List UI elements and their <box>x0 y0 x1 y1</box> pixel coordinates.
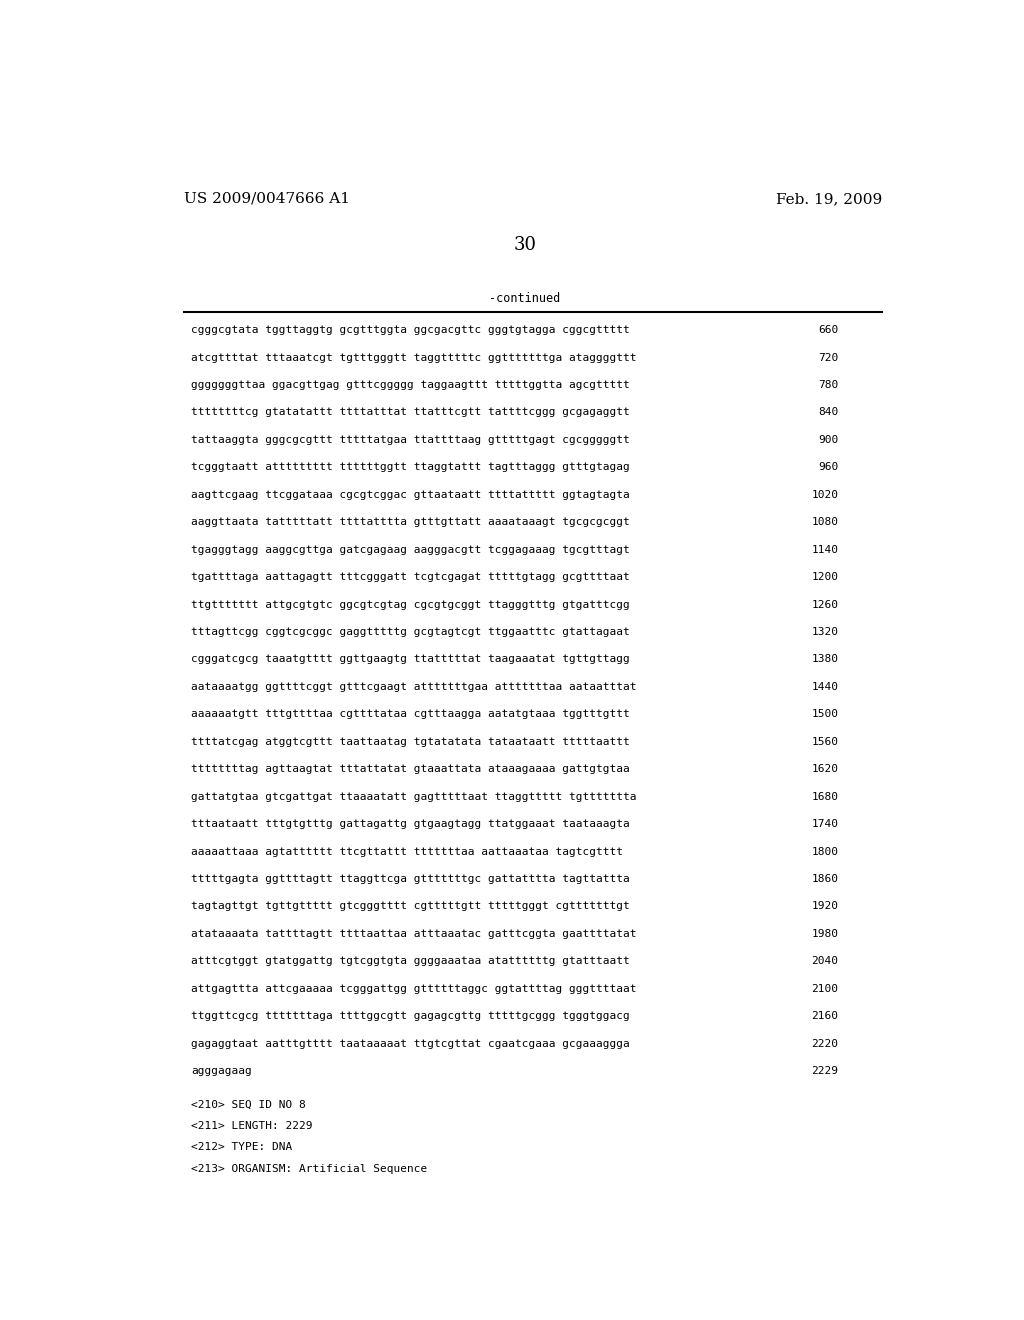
Text: tagtagttgt tgttgttttt gtcgggtttt cgtttttgtt tttttgggt cgtttttttgt: tagtagttgt tgttgttttt gtcgggtttt cgttttt… <box>191 902 630 911</box>
Text: aaggttaata tatttttatt ttttatttta gtttgttatt aaaataaagt tgcgcgcggt: aaggttaata tatttttatt ttttatttta gtttgtt… <box>191 517 630 527</box>
Text: gagaggtaat aatttgtttt taataaaaat ttgtcgttat cgaatcgaaa gcgaaaggga: gagaggtaat aatttgtttt taataaaaat ttgtcgt… <box>191 1039 630 1048</box>
Text: ttgttttttt attgcgtgtc ggcgtcgtag cgcgtgcggt ttagggtttg gtgatttcgg: ttgttttttt attgcgtgtc ggcgtcgtag cgcgtgc… <box>191 599 630 610</box>
Text: cgggcgtata tggttaggtg gcgtttggta ggcgacgttc gggtgtagga cggcgttttt: cgggcgtata tggttaggtg gcgtttggta ggcgacg… <box>191 325 630 335</box>
Text: 1560: 1560 <box>811 737 839 747</box>
Text: -continued: -continued <box>489 292 560 305</box>
Text: tgattttaga aattagagtt tttcgggatt tcgtcgagat tttttgtagg gcgttttaat: tgattttaga aattagagtt tttcgggatt tcgtcga… <box>191 572 630 582</box>
Text: aataaaatgg ggttttcggt gtttcgaagt atttttttgaa atttttttaa aataatttat: aataaaatgg ggttttcggt gtttcgaagt atttttt… <box>191 682 637 692</box>
Text: 1500: 1500 <box>811 709 839 719</box>
Text: 30: 30 <box>513 236 537 253</box>
Text: atttcgtggt gtatggattg tgtcggtgta ggggaaataa atattttttg gtatttaatt: atttcgtggt gtatggattg tgtcggtgta ggggaaa… <box>191 956 630 966</box>
Text: 780: 780 <box>818 380 839 389</box>
Text: 1140: 1140 <box>811 545 839 554</box>
Text: Feb. 19, 2009: Feb. 19, 2009 <box>775 191 882 206</box>
Text: gattatgtaa gtcgattgat ttaaaatatt gagtttttaat ttaggttttt tgttttttta: gattatgtaa gtcgattgat ttaaaatatt gagtttt… <box>191 792 637 801</box>
Text: aaaaaatgtt tttgttttaa cgttttataa cgtttaagga aatatgtaaa tggtttgttt: aaaaaatgtt tttgttttaa cgttttataa cgtttaa… <box>191 709 630 719</box>
Text: <213> ORGANISM: Artificial Sequence: <213> ORGANISM: Artificial Sequence <box>191 1164 428 1173</box>
Text: tttagttcgg cggtcgcggc gaggtttttg gcgtagtcgt ttggaatttc gtattagaat: tttagttcgg cggtcgcggc gaggtttttg gcgtagt… <box>191 627 630 638</box>
Text: tattaaggta gggcgcgttt tttttatgaa ttattttaag gtttttgagt cgcgggggtt: tattaaggta gggcgcgttt tttttatgaa ttatttt… <box>191 434 630 445</box>
Text: 720: 720 <box>818 352 839 363</box>
Text: 1920: 1920 <box>811 902 839 911</box>
Text: 900: 900 <box>818 434 839 445</box>
Text: attgagttta attcgaaaaa tcgggattgg gttttttaggc ggtattttag gggttttaat: attgagttta attcgaaaaa tcgggattgg gtttttt… <box>191 983 637 994</box>
Text: 2229: 2229 <box>811 1067 839 1076</box>
Text: US 2009/0047666 A1: US 2009/0047666 A1 <box>183 191 349 206</box>
Text: 660: 660 <box>818 325 839 335</box>
Text: 1200: 1200 <box>811 572 839 582</box>
Text: 1260: 1260 <box>811 599 839 610</box>
Text: ttggttcgcg tttttttaga ttttggcgtt gagagcgttg tttttgcggg tgggtggacg: ttggttcgcg tttttttaga ttttggcgtt gagagcg… <box>191 1011 630 1022</box>
Text: 1380: 1380 <box>811 655 839 664</box>
Text: aagttcgaag ttcggataaa cgcgtcggac gttaataatt ttttattttt ggtagtagta: aagttcgaag ttcggataaa cgcgtcggac gttaata… <box>191 490 630 500</box>
Text: 2100: 2100 <box>811 983 839 994</box>
Text: <212> TYPE: DNA: <212> TYPE: DNA <box>191 1142 293 1152</box>
Text: 1800: 1800 <box>811 846 839 857</box>
Text: <210> SEQ ID NO 8: <210> SEQ ID NO 8 <box>191 1100 306 1110</box>
Text: 1680: 1680 <box>811 792 839 801</box>
Text: atcgttttat tttaaatcgt tgtttgggtt taggtttttc ggtttttttga ataggggttt: atcgttttat tttaaatcgt tgtttgggtt taggttt… <box>191 352 637 363</box>
Text: 2040: 2040 <box>811 956 839 966</box>
Text: aaaaattaaa agtatttttt ttcgttattt tttttttaa aattaaataa tagtcgtttt: aaaaattaaa agtatttttt ttcgttattt ttttttt… <box>191 846 624 857</box>
Text: ttttttttcg gtatatattt ttttatttat ttatttcgtt tattttcggg gcgagaggtt: ttttttttcg gtatatattt ttttatttat ttatttc… <box>191 408 630 417</box>
Text: 2160: 2160 <box>811 1011 839 1022</box>
Text: tttttgagta ggttttagtt ttaggttcga gtttttttgc gattatttta tagttattta: tttttgagta ggttttagtt ttaggttcga gtttttt… <box>191 874 630 884</box>
Text: 960: 960 <box>818 462 839 473</box>
Text: 1440: 1440 <box>811 682 839 692</box>
Text: 2220: 2220 <box>811 1039 839 1048</box>
Text: gggggggttaa ggacgttgag gtttcggggg taggaagttt tttttggtta agcgttttt: gggggggttaa ggacgttgag gtttcggggg taggaa… <box>191 380 630 389</box>
Text: 1980: 1980 <box>811 929 839 939</box>
Text: 840: 840 <box>818 408 839 417</box>
Text: atataaaata tattttagtt ttttaattaa atttaaatac gatttcggta gaattttatat: atataaaata tattttagtt ttttaattaa atttaaa… <box>191 929 637 939</box>
Text: 1620: 1620 <box>811 764 839 774</box>
Text: ttttatcgag atggtcgttt taattaatag tgtatatata tataataatt tttttaattt: ttttatcgag atggtcgttt taattaatag tgtatat… <box>191 737 630 747</box>
Text: 1080: 1080 <box>811 517 839 527</box>
Text: 1020: 1020 <box>811 490 839 500</box>
Text: 1740: 1740 <box>811 818 839 829</box>
Text: tcgggtaatt attttttttt ttttttggtt ttaggtattt tagtttaggg gtttgtagag: tcgggtaatt attttttttt ttttttggtt ttaggta… <box>191 462 630 473</box>
Text: ttttttttag agttaagtat tttattatat gtaaattata ataaagaaaa gattgtgtaa: ttttttttag agttaagtat tttattatat gtaaatt… <box>191 764 630 774</box>
Text: tttaataatt tttgtgtttg gattagattg gtgaagtagg ttatggaaat taataaagta: tttaataatt tttgtgtttg gattagattg gtgaagt… <box>191 818 630 829</box>
Text: <211> LENGTH: 2229: <211> LENGTH: 2229 <box>191 1121 313 1131</box>
Text: cgggatcgcg taaatgtttt ggttgaagtg ttatttttat taagaaatat tgttgttagg: cgggatcgcg taaatgtttt ggttgaagtg ttatttt… <box>191 655 630 664</box>
Text: 1320: 1320 <box>811 627 839 638</box>
Text: tgagggtagg aaggcgttga gatcgagaag aagggacgtt tcggagaaag tgcgtttagt: tgagggtagg aaggcgttga gatcgagaag aagggac… <box>191 545 630 554</box>
Text: 1860: 1860 <box>811 874 839 884</box>
Text: agggagaag: agggagaag <box>191 1067 252 1076</box>
